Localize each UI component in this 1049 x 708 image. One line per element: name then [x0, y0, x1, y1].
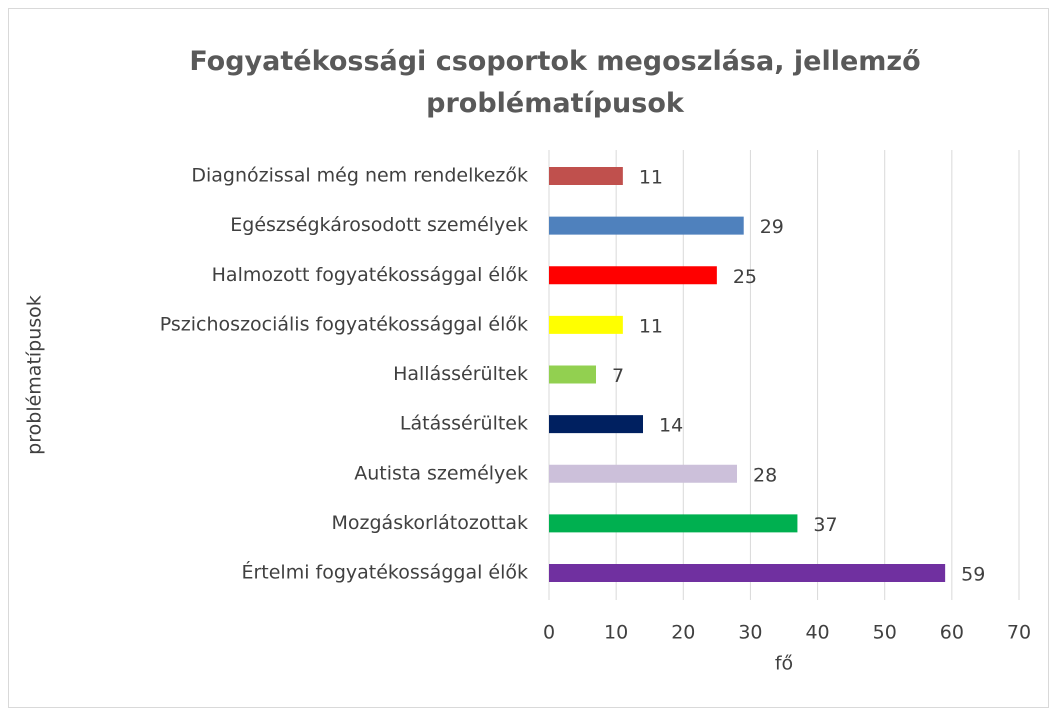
bar — [549, 415, 643, 434]
y-tick-label: Autista személyek — [354, 462, 528, 484]
data-label: 25 — [733, 266, 757, 288]
y-tick-label: Egészségkárosodott személyek — [230, 214, 528, 236]
bar — [549, 564, 946, 582]
x-tick-label: 10 — [604, 622, 628, 644]
data-label: 28 — [753, 464, 777, 486]
y-tick-label: Mozgáskorlátozottak — [332, 512, 529, 534]
x-axis-label: fő — [775, 653, 793, 675]
bar — [549, 315, 623, 334]
x-tick-label: 0 — [543, 622, 555, 644]
bar — [549, 365, 596, 384]
y-tick-label: Látássérültek — [400, 413, 528, 435]
x-tick-label: 20 — [671, 622, 695, 644]
data-label: 7 — [612, 365, 624, 387]
data-label: 14 — [659, 415, 683, 437]
bar — [549, 266, 717, 285]
data-label: 11 — [639, 315, 663, 337]
data-label: 59 — [961, 564, 985, 586]
bar — [549, 216, 744, 235]
x-tick-label: 30 — [738, 622, 762, 644]
y-axis-label: problématípusok — [24, 295, 46, 455]
y-tick-label: Pszichoszociális fogyatékossággal élők — [160, 313, 528, 335]
x-tick-label: 50 — [873, 622, 897, 644]
data-label: 29 — [760, 216, 784, 238]
bar — [549, 514, 798, 533]
data-label: 37 — [813, 514, 837, 536]
bar — [549, 167, 623, 185]
chart-title: Fogyatékossági csoportok megoszlása, jel… — [189, 46, 920, 119]
y-tick-label: Diagnózissal még nem rendelkezők — [191, 165, 528, 187]
x-tick-label: 60 — [940, 622, 964, 644]
data-label: 11 — [639, 167, 663, 189]
x-tick-label: 40 — [805, 622, 829, 644]
bar — [549, 464, 737, 483]
y-tick-label: Hallássérültek — [393, 363, 528, 385]
y-tick-label: Értelmi fogyatékossággal élők — [241, 561, 528, 584]
x-tick-label: 70 — [1007, 622, 1031, 644]
y-tick-label: Halmozott fogyatékossággal élők — [212, 264, 528, 286]
